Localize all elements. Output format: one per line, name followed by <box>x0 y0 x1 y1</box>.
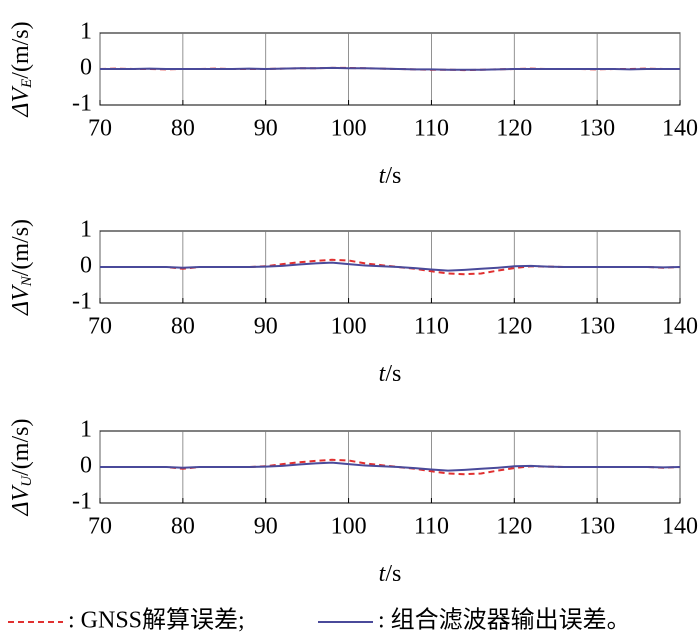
y-tick-label: -1 <box>72 489 92 515</box>
x-tick-label: 90 <box>254 314 278 340</box>
x-tick-label: 110 <box>414 514 449 540</box>
y-axis-label: ΔVN/(m/s) <box>8 219 36 316</box>
x-tick-label: 70 <box>88 314 112 340</box>
x-tick-label: 80 <box>171 514 195 540</box>
y-tick-label: -1 <box>72 91 92 117</box>
x-tick-label: 70 <box>88 514 112 540</box>
y-label-sub: N <box>19 275 35 287</box>
y-label-var: ΔV <box>8 484 34 516</box>
y-tick-label: -1 <box>72 289 92 315</box>
x-label-var: t <box>379 361 387 387</box>
y-label-var: ΔV <box>8 86 34 118</box>
x-tick-label: 70 <box>88 116 112 142</box>
y-label-var: ΔV <box>8 284 34 316</box>
y-label-unit: /(m/s) <box>8 21 34 78</box>
x-axis-label: t/s <box>379 561 402 587</box>
x-tick-label: 100 <box>331 514 367 540</box>
legend-label: : 组合滤波器输出误差。 <box>378 607 631 634</box>
x-label-unit: /s <box>385 163 401 189</box>
x-label-var: t <box>379 163 387 189</box>
y-tick-label: 0 <box>80 55 92 81</box>
x-tick-label: 90 <box>254 116 278 142</box>
x-tick-label: 140 <box>662 514 698 540</box>
x-tick-label: 100 <box>331 314 367 340</box>
legend-label: : GNSS解算误差; <box>68 607 245 634</box>
y-tick-label: 1 <box>80 417 92 443</box>
y-axis-label: ΔVU/(m/s) <box>8 419 36 517</box>
x-label-var: t <box>379 561 387 587</box>
x-tick-label: 80 <box>171 314 195 340</box>
y-tick-label: 0 <box>80 253 92 279</box>
x-tick-label: 100 <box>331 116 367 142</box>
y-label-unit: /(m/s) <box>8 419 34 476</box>
series-line <box>100 261 681 272</box>
x-label-unit: /s <box>385 561 401 587</box>
series-line <box>100 66 680 71</box>
x-tick-label: 130 <box>579 514 615 540</box>
x-tick-label: 140 <box>662 116 698 142</box>
series-line <box>100 461 681 472</box>
x-axis-label: t/s <box>379 361 402 387</box>
x-tick-label: 130 <box>579 116 615 142</box>
y-axis-label: ΔVE/(m/s) <box>8 21 36 117</box>
x-tick-label: 120 <box>496 514 532 540</box>
y-tick-label: 0 <box>80 453 92 479</box>
y-tick-label: 1 <box>80 19 92 45</box>
y-label-unit: /(m/s) <box>8 219 34 276</box>
x-tick-label: 130 <box>579 314 615 340</box>
x-label-unit: /s <box>385 361 401 387</box>
x-tick-label: 140 <box>662 314 698 340</box>
x-axis-label: t/s <box>379 163 402 189</box>
x-tick-label: 110 <box>414 116 449 142</box>
x-tick-label: 90 <box>254 514 278 540</box>
y-tick-label: 1 <box>80 217 92 243</box>
x-tick-label: 110 <box>414 314 449 340</box>
x-tick-label: 120 <box>496 116 532 142</box>
x-tick-label: 80 <box>171 116 195 142</box>
y-label-sub: E <box>19 79 35 89</box>
y-label-sub: U <box>19 475 35 487</box>
x-tick-label: 120 <box>496 314 532 340</box>
